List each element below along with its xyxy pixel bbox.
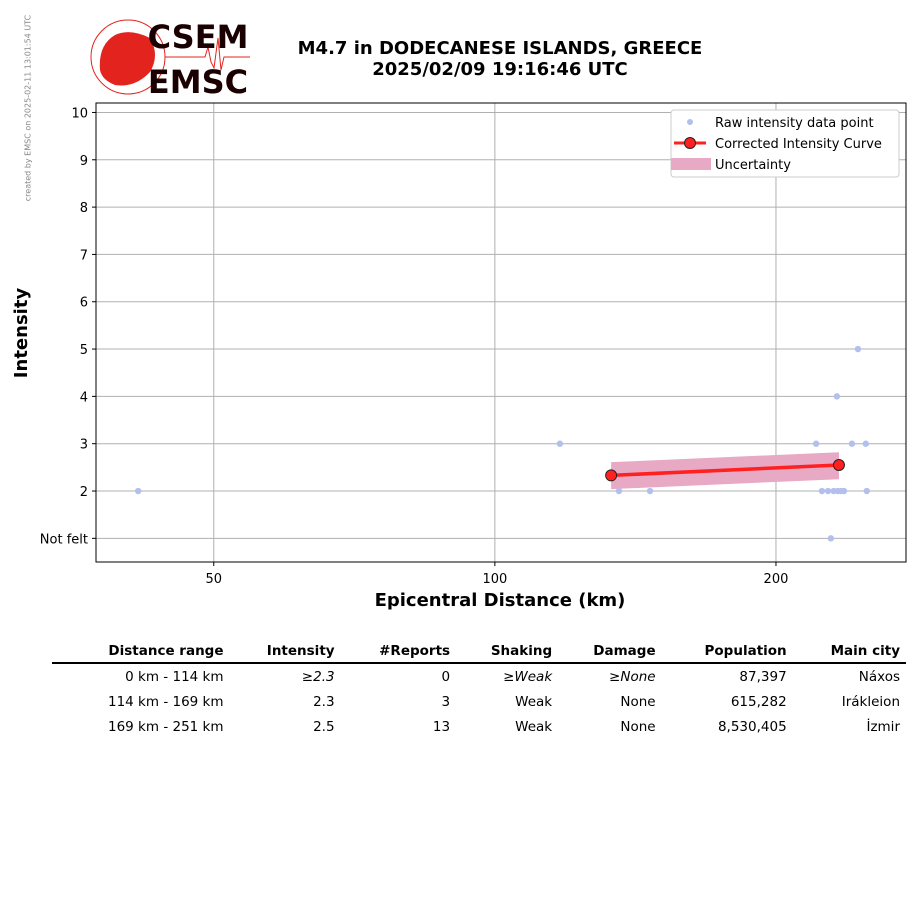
table-row: 169 km - 251 km 2.5 13 Weak None 8,530,405 İzm… bbox=[52, 714, 906, 739]
raw-data-point bbox=[863, 487, 870, 495]
table-cell: Weak bbox=[515, 693, 553, 710]
y-tick-label: 8 bbox=[80, 201, 88, 216]
y-tick-label: 7 bbox=[80, 248, 88, 263]
column-header: Intensity bbox=[229, 640, 341, 664]
raw-data-point bbox=[862, 440, 870, 447]
raw-data-point bbox=[134, 487, 142, 495]
table-cell: ≥2.3 bbox=[301, 668, 335, 685]
x-tick-label: 50 bbox=[205, 572, 222, 587]
corrected-intensity-line bbox=[611, 463, 840, 478]
legend-curve-marker bbox=[684, 137, 696, 149]
table-cell: Weak bbox=[515, 718, 553, 735]
chart-title: M4.7 in DODECANESE ISLANDS, GREECE 2025/… bbox=[298, 38, 703, 80]
table-cell: 2.3 bbox=[313, 693, 335, 710]
legend-raw-label: Raw intensity data point bbox=[715, 116, 874, 131]
emsc-logo: CSEM EMSC bbox=[90, 18, 250, 101]
y-tick-label: Not felt bbox=[40, 532, 88, 547]
raw-data-point bbox=[615, 487, 623, 495]
y-tick-label: 5 bbox=[80, 343, 88, 358]
intensity-chart: CSEM EMSC 50 100 200 Not felt 2 3 4 5 6 7 8 9 10 Epi… bbox=[11, 18, 907, 611]
corrected-intensity-point bbox=[832, 458, 845, 471]
table-cell: 615,282 bbox=[730, 693, 787, 710]
x-tick-label: 200 bbox=[764, 572, 789, 587]
y-tick-label: 4 bbox=[80, 390, 88, 405]
column-header: Shaking bbox=[456, 640, 559, 664]
y-tick-label: 2 bbox=[80, 485, 88, 500]
legend-raw-marker bbox=[687, 119, 693, 125]
legend-band-swatch bbox=[671, 158, 711, 170]
raw-data-point bbox=[556, 440, 564, 447]
table-row: 114 km - 169 km 2.3 3 Weak None 615,282 Irákle… bbox=[52, 689, 906, 714]
raw-data-point bbox=[840, 487, 848, 495]
raw-data-point bbox=[848, 440, 856, 447]
table-cell: 2.5 bbox=[313, 718, 335, 735]
y-tick-label: 9 bbox=[80, 154, 88, 169]
legend-curve-label: Corrected Intensity Curve bbox=[715, 137, 882, 152]
table-cell: None bbox=[620, 718, 656, 735]
raw-data-point bbox=[812, 440, 820, 447]
table-row: 0 km - 114 km ≥2.3 0 ≥Weak ≥None 87,397 Náxos bbox=[52, 663, 906, 689]
raw-data-point bbox=[824, 487, 832, 495]
svg-text:EMSC: EMSC bbox=[148, 63, 248, 101]
table-cell: None bbox=[620, 693, 656, 710]
y-tick-label: 6 bbox=[80, 296, 88, 311]
y-tick-label: 10 bbox=[71, 106, 88, 121]
table-cell: Náxos bbox=[858, 668, 900, 685]
corrected-intensity-point bbox=[605, 469, 618, 482]
x-axis-label: Epicentral Distance (km) bbox=[375, 590, 626, 611]
x-tick-label: 100 bbox=[482, 572, 507, 587]
column-header: Damage bbox=[558, 640, 662, 664]
raw-data-point bbox=[818, 487, 826, 495]
intensity-table: Distance range Intensity #Reports Shaking Da… bbox=[52, 640, 906, 739]
column-header: Main city bbox=[792, 640, 906, 664]
column-header: Population bbox=[661, 640, 793, 664]
raw-data-point bbox=[646, 487, 654, 495]
table-cell: 0 km - 114 km bbox=[125, 668, 224, 685]
column-header: Distance range bbox=[52, 640, 230, 664]
table-cell: ≥None bbox=[609, 668, 656, 685]
title-line2: 2025/02/09 19:16:46 UTC bbox=[372, 59, 628, 80]
table-cell: İzmir bbox=[866, 718, 900, 735]
raw-data-point bbox=[827, 535, 835, 542]
title-line1: M4.7 in DODECANESE ISLANDS, GREECE bbox=[297, 38, 703, 59]
table-cell: 8,530,405 bbox=[717, 718, 787, 735]
raw-data-point bbox=[833, 393, 841, 400]
svg-text:CSEM: CSEM bbox=[148, 18, 249, 56]
table-cell: 114 km - 169 km bbox=[108, 693, 224, 710]
y-tick-label: 3 bbox=[80, 438, 88, 453]
table-cell: 3 bbox=[441, 693, 451, 710]
raw-data-point bbox=[854, 345, 862, 353]
column-header: #Reports bbox=[340, 640, 457, 664]
y-axis-label: Intensity bbox=[11, 288, 32, 379]
table-cell: 169 km - 251 km bbox=[108, 718, 224, 735]
table-cell: 87,397 bbox=[739, 668, 787, 685]
table-cell: Irákleion bbox=[841, 693, 900, 710]
table-cell: 13 bbox=[432, 718, 451, 735]
table-cell: ≥Weak bbox=[503, 668, 553, 685]
legend-band-label: Uncertainty bbox=[715, 158, 791, 173]
table-cell: 0 bbox=[441, 668, 451, 685]
plot-frame bbox=[95, 102, 907, 563]
legend: Raw intensity data point Corrected Inten… bbox=[670, 109, 900, 178]
